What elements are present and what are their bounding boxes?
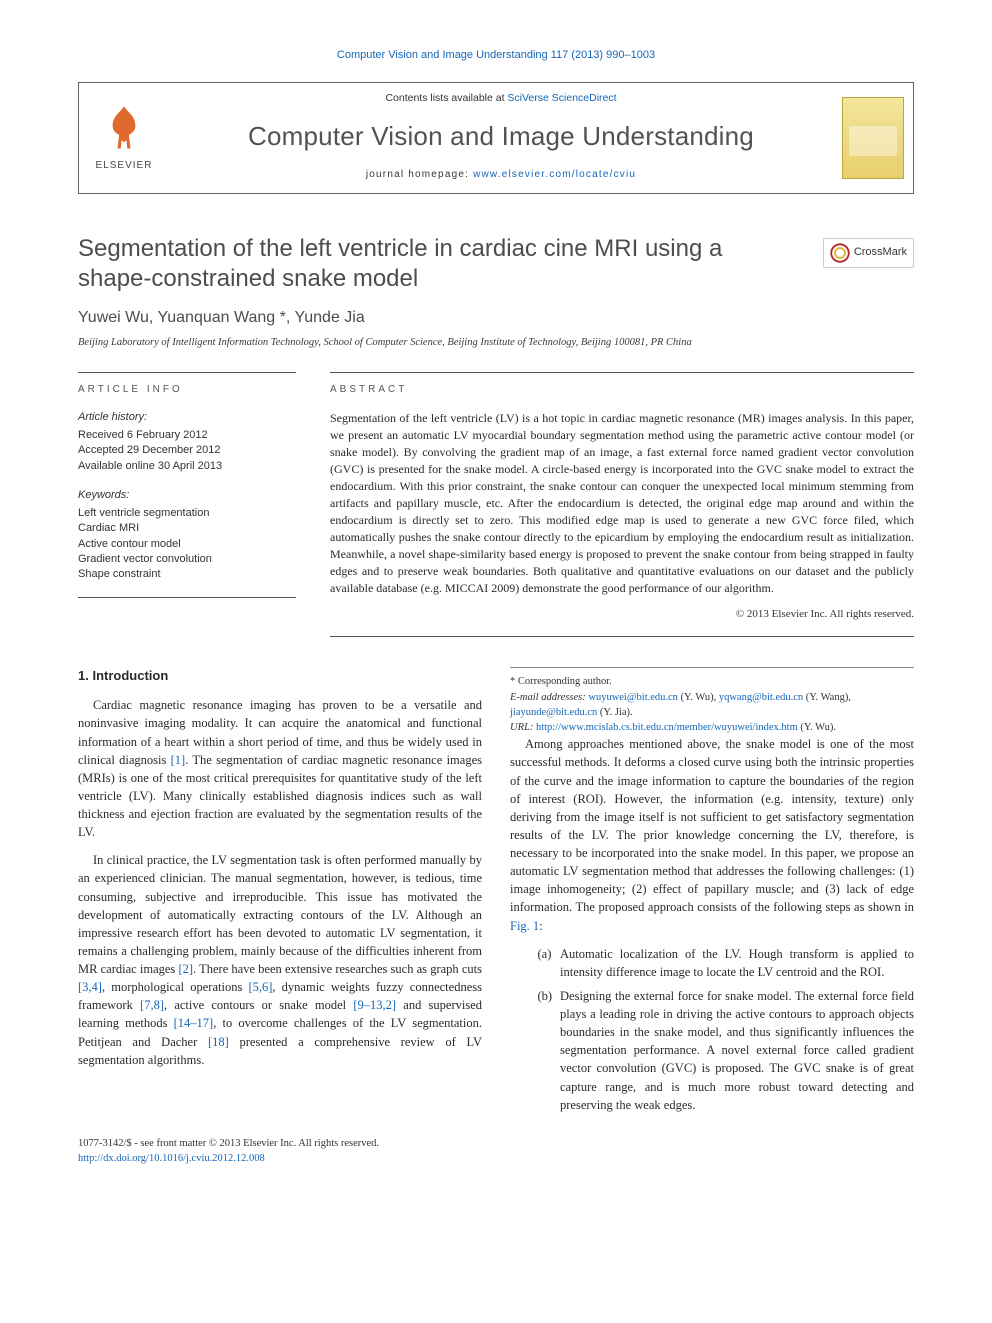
journal-reference: Computer Vision and Image Understanding … [78,48,914,64]
email-label: E-mail addresses: [510,692,588,703]
list-item: (b) Designing the external force for sna… [538,987,915,1114]
footnotes: * Corresponding author. E-mail addresses… [510,667,914,735]
accepted-line: Accepted 29 December 2012 [78,443,296,458]
keywords-block: Keywords: Left ventricle segmentation Ca… [78,488,296,583]
keyword: Left ventricle segmentation [78,506,296,521]
url-label: URL: [510,722,536,733]
email-who: (Y. Wu), [678,692,719,703]
cite-link[interactable]: [18] [208,1035,229,1049]
cite-link[interactable]: [2] [178,962,193,976]
email-line: E-mail addresses: wuyuwei@bit.edu.cn (Y.… [510,690,914,720]
cite-link[interactable]: [3,4] [78,980,102,994]
body-columns: 1. Introduction Cardiac magnetic resonan… [78,667,914,1113]
abstract-divider [330,636,914,637]
enumeration: (a) Automatic localization of the LV. Ho… [510,945,914,1114]
keyword: Active contour model [78,537,296,552]
journal-title: Computer Vision and Image Understanding [248,118,754,156]
doi-link[interactable]: http://dx.doi.org/10.1016/j.cviu.2012.12… [78,1153,265,1164]
keyword: Shape constraint [78,567,296,582]
cover-block [833,83,913,193]
article-history: Article history: Received 6 February 201… [78,410,296,474]
header-center: Contents lists available at SciVerse Sci… [169,83,833,193]
contents-prefix: Contents lists available at [385,92,507,104]
list-label: (b) [538,987,561,1114]
email-link[interactable]: jiayunde@bit.edu.cn [510,707,597,718]
paper-title: Segmentation of the left ventricle in ca… [78,234,798,294]
online-line: Available online 30 April 2013 [78,459,296,474]
cite-link[interactable]: [9–13,2] [353,998,396,1012]
section-1-heading: 1. Introduction [78,667,482,686]
list-text: Automatic localization of the LV. Hough … [560,945,914,981]
keywords-label: Keywords: [78,488,296,504]
homepage-line: journal homepage: www.elsevier.com/locat… [366,168,636,183]
authors-text: Yuwei Wu, Yuanquan Wang *, Yunde Jia [78,309,365,326]
page-footer: 1077-3142/$ - see front matter © 2013 El… [78,1136,914,1166]
email-who: (Y. Jia). [597,707,632,718]
homepage-link[interactable]: www.elsevier.com/locate/cviu [473,169,636,180]
journal-ref-link[interactable]: Computer Vision and Image Understanding … [337,49,655,61]
crossmark-label: CrossMark [854,245,907,261]
email-who: (Y. Wang), [803,692,851,703]
cite-link[interactable]: [1] [171,753,186,767]
article-info-heading: ARTICLE INFO [78,372,296,398]
affiliation: Beijing Laboratory of Intelligent Inform… [78,335,914,350]
issn-line: 1077-3142/$ - see front matter © 2013 El… [78,1136,914,1151]
homepage-prefix: journal homepage: [366,169,473,180]
list-item: (a) Automatic localization of the LV. Ho… [538,945,915,981]
abstract-copyright: © 2013 Elsevier Inc. All rights reserved… [330,607,914,623]
elsevier-tree-icon [98,103,150,155]
cite-link[interactable]: [5,6] [248,980,272,994]
journal-header: ELSEVIER Contents lists available at Sci… [78,82,914,194]
cite-link[interactable]: [7,8] [140,998,164,1012]
cite-link[interactable]: [14–17] [174,1016,214,1030]
crossmark-badge[interactable]: CrossMark [823,238,914,268]
publisher-block: ELSEVIER [79,83,169,193]
abstract-body: Segmentation of the left ventricle (LV) … [330,411,914,595]
list-label: (a) [538,945,561,981]
url-link[interactable]: http://www.mcislab.cs.bit.edu.cn/member/… [536,722,798,733]
email-link[interactable]: wuyuwei@bit.edu.cn [588,692,678,703]
corresponding-note: * Corresponding author. [510,674,914,689]
url-who: (Y. Wu). [798,722,836,733]
info-divider [78,597,296,598]
url-line: URL: http://www.mcislab.cs.bit.edu.cn/me… [510,720,914,735]
authors: Yuwei Wu, Yuanquan Wang *, Yunde Jia [78,306,914,329]
publisher-name: ELSEVIER [96,159,153,174]
keyword: Gradient vector convolution [78,552,296,567]
received-line: Received 6 February 2012 [78,428,296,443]
journal-cover-icon [842,97,904,179]
paragraph: Cardiac magnetic resonance imaging has p… [78,696,482,841]
figure-link[interactable]: Fig. 1 [510,919,539,933]
paragraph: In clinical practice, the LV segmentatio… [78,851,482,1069]
keyword: Cardiac MRI [78,521,296,536]
paragraph: Among approaches mentioned above, the sn… [510,735,914,934]
contents-line: Contents lists available at SciVerse Sci… [385,91,616,106]
history-label: Article history: [78,410,296,426]
email-link[interactable]: yqwang@bit.edu.cn [719,692,803,703]
list-text: Designing the external force for snake m… [560,987,914,1114]
sciencedirect-link[interactable]: SciVerse ScienceDirect [507,92,616,104]
crossmark-icon [830,243,850,263]
abstract-heading: ABSTRACT [330,383,914,397]
